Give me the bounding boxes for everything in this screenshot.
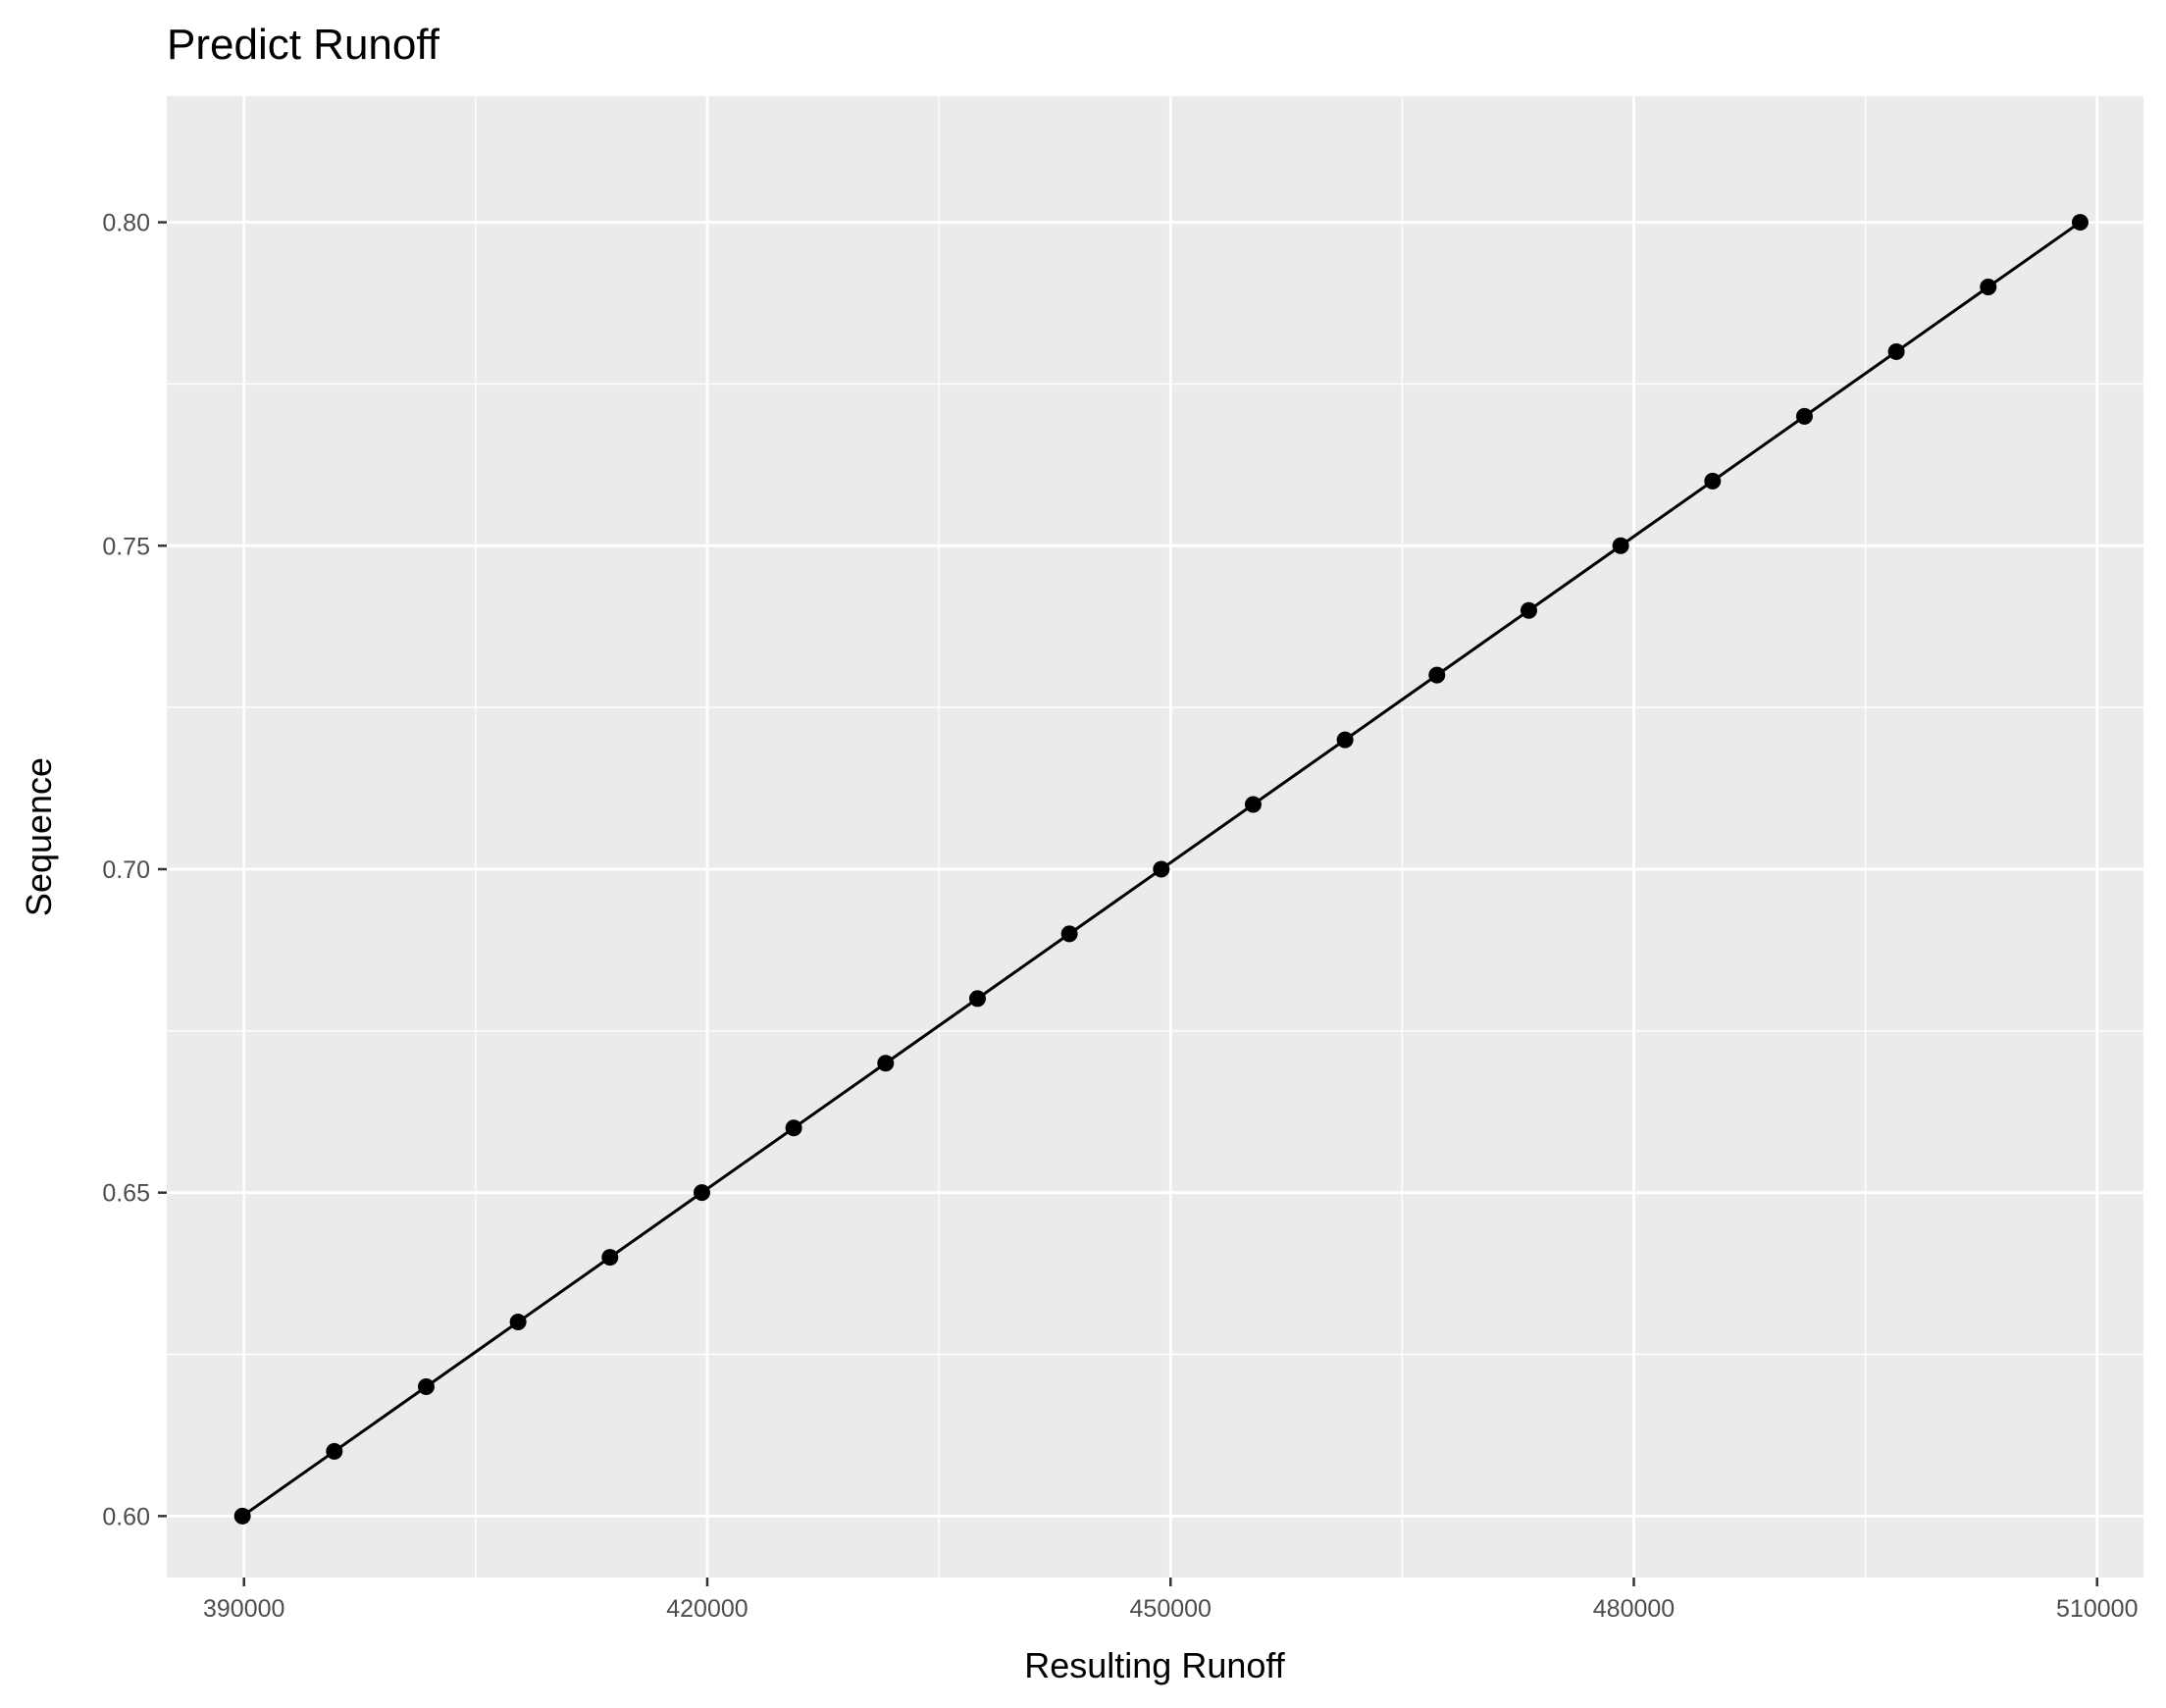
data-point [1520,601,1537,619]
data-point [1980,279,1997,296]
grid-major [167,96,2143,1578]
data-point [509,1314,527,1331]
data-point [417,1377,435,1395]
data-point [1887,342,1905,360]
grid-minor [167,96,2143,1578]
series-layer [233,214,2089,1525]
data-point [1428,666,1446,684]
x-axis-title: Resulting Runoff [1024,1645,1285,1685]
data-point [233,1507,251,1525]
data-point [1795,407,1813,425]
data-point [2071,214,2089,232]
data-point [1612,537,1629,554]
axis-layer: 390000 420000 450000 480000 510000 0.60 0.65 0.… [102,210,2138,1623]
data-point [1153,860,1170,878]
data-point [968,990,986,1008]
plot-panel [167,96,2143,1578]
y-axis-title: Sequence [19,757,59,916]
data-point [785,1119,802,1137]
chart-title: Predict Runoff [167,21,440,69]
y-tick-label: 0.65 [102,1180,150,1208]
y-tick-label: 0.80 [102,210,150,237]
x-tick-label: 390000 [203,1595,284,1623]
data-point [1244,796,1262,813]
x-tick-label: 480000 [1593,1595,1675,1623]
y-tick-label: 0.75 [102,533,150,560]
x-tick-label: 450000 [1130,1595,1212,1623]
x-tick-label: 420000 [666,1595,748,1623]
data-point [693,1184,710,1202]
y-tick-label: 0.60 [102,1503,150,1530]
data-point [1060,925,1078,943]
data-point [877,1055,895,1072]
data-point [1336,731,1354,749]
data-point [326,1442,343,1460]
data-point [601,1249,619,1267]
data-point [1704,472,1722,490]
y-tick-label: 0.70 [102,856,150,884]
x-tick-label: 510000 [2056,1595,2138,1623]
